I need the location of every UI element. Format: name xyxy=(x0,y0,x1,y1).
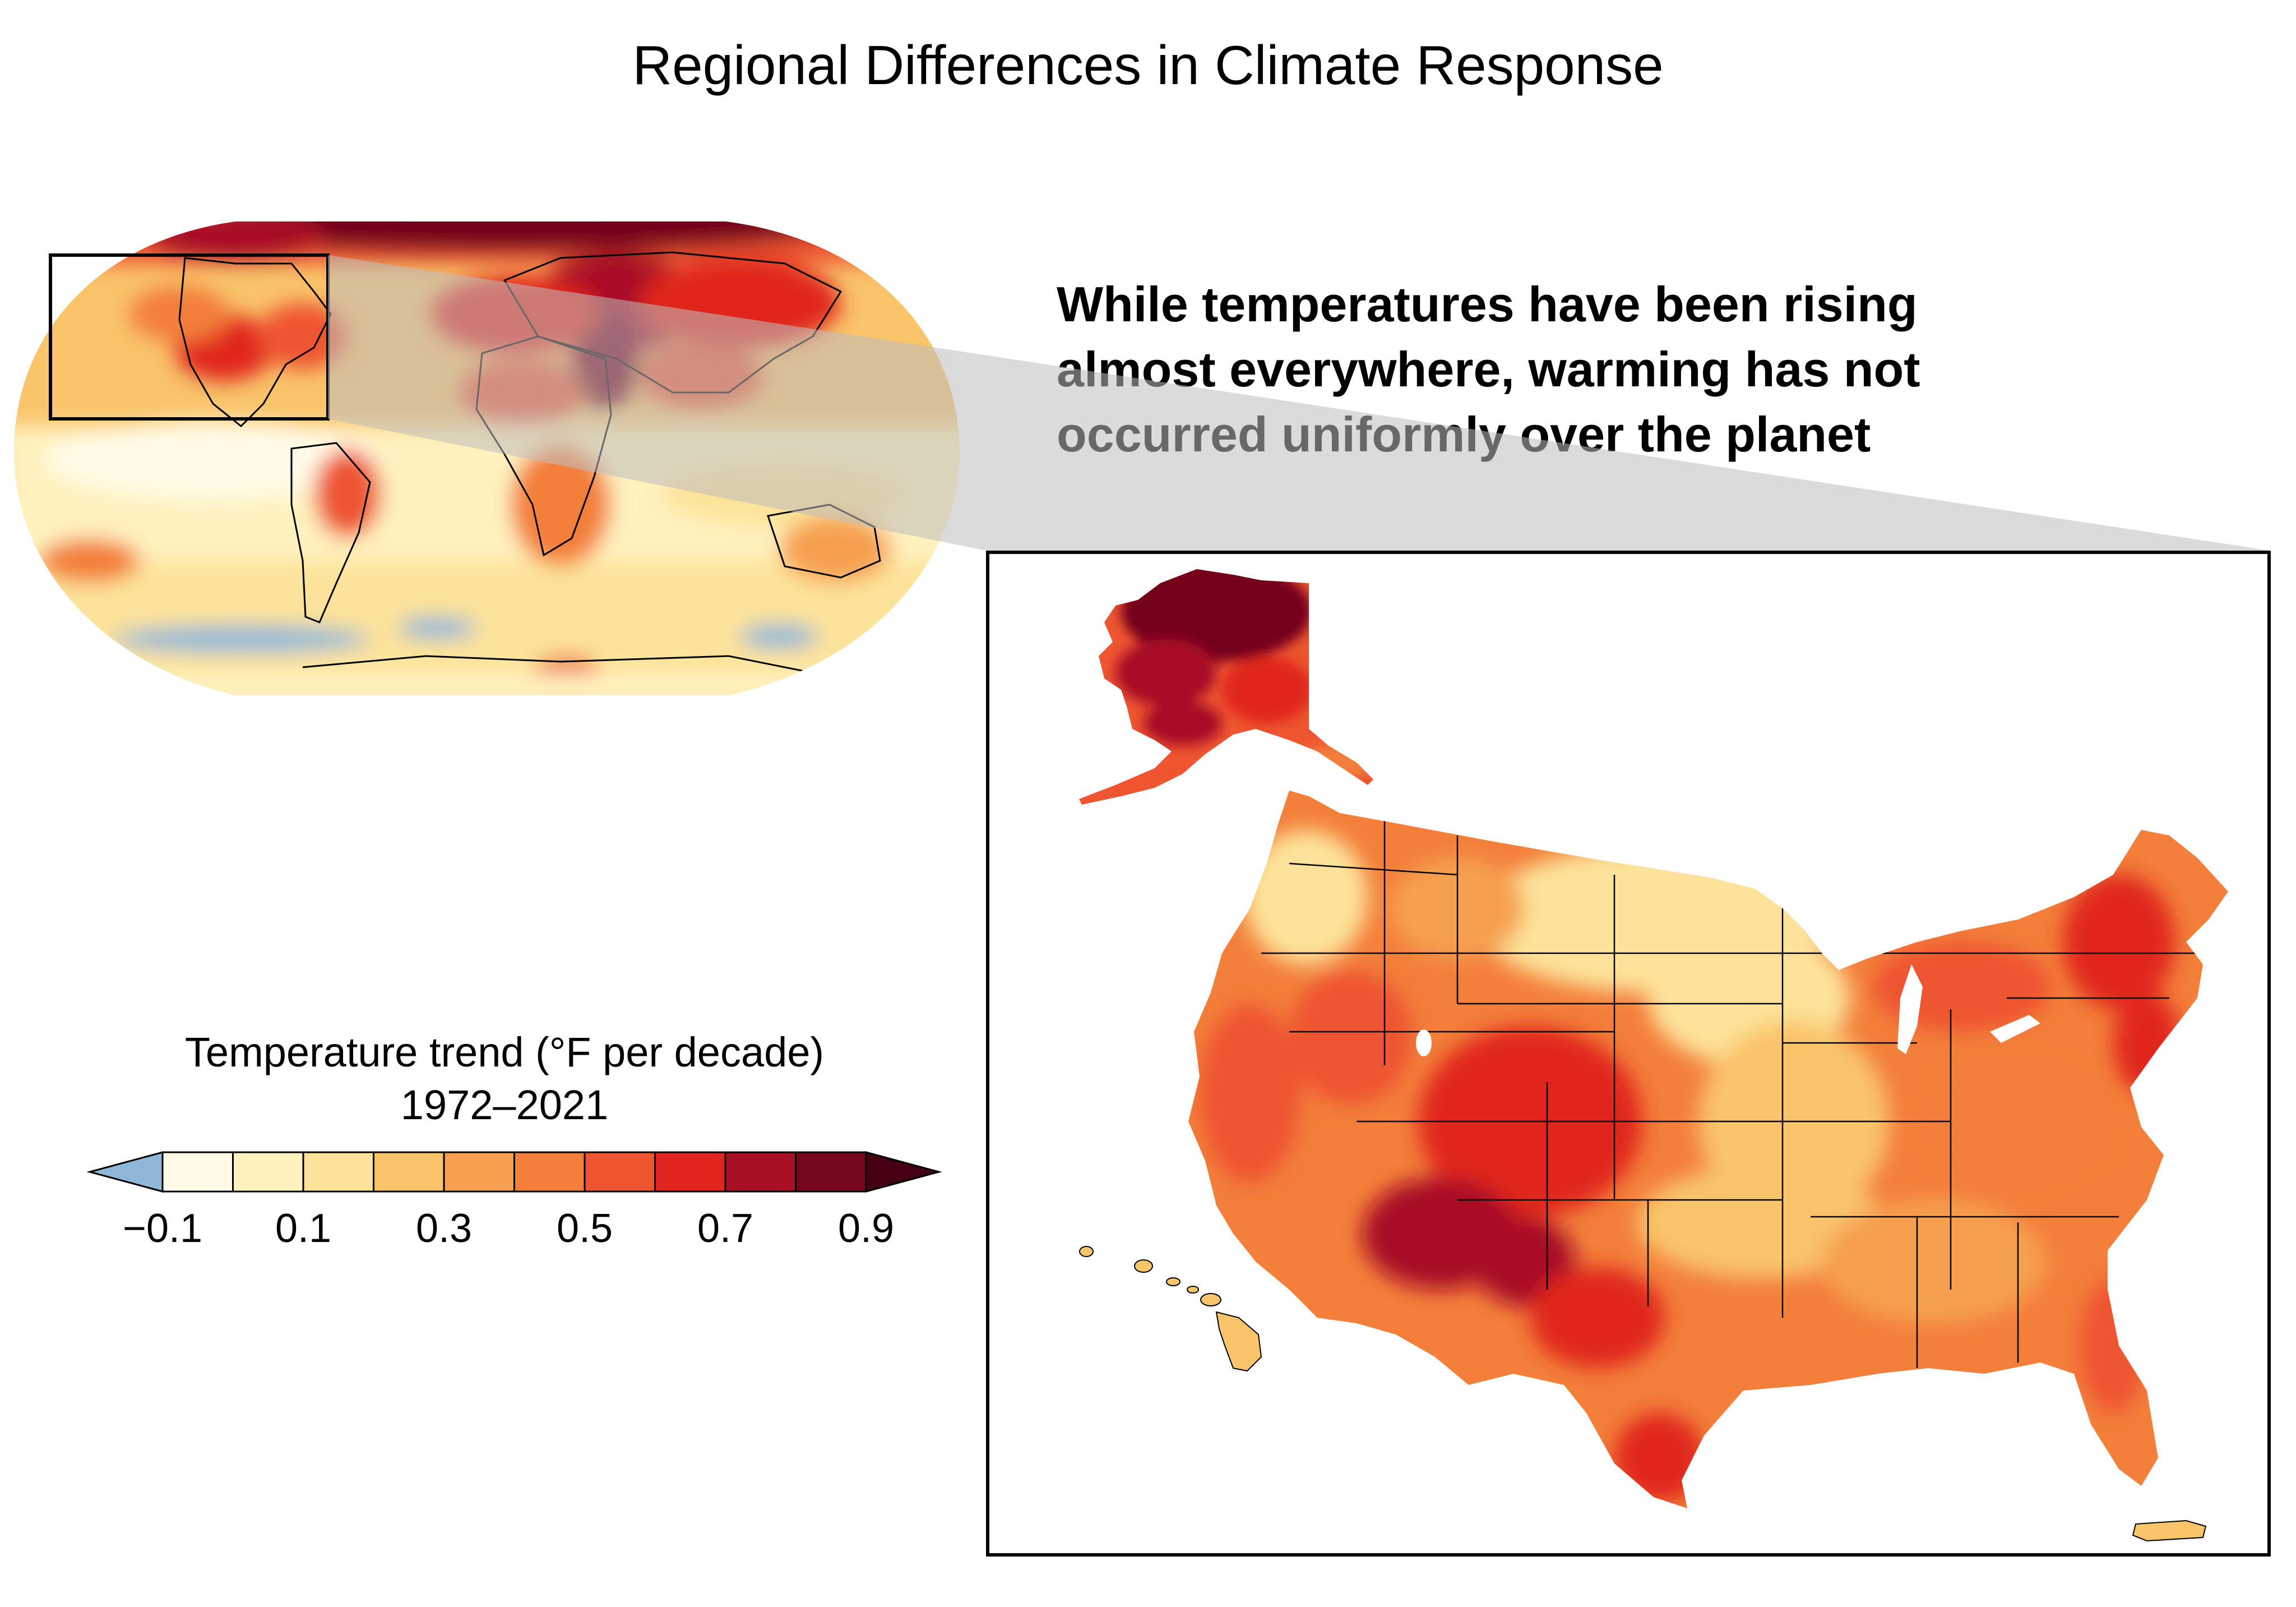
colorbar-tick-label: 0.7 xyxy=(697,1206,753,1251)
colorbar-bin xyxy=(303,1152,374,1192)
colorbar-bin xyxy=(233,1152,304,1192)
legend-title: Temperature trend (°F per decade) 1972–2… xyxy=(84,1026,925,1132)
colorbar-bin xyxy=(444,1152,515,1192)
colorbar-tick-label: 0.1 xyxy=(275,1206,331,1251)
colorbar-tick-label: 0.5 xyxy=(557,1206,613,1251)
figure-canvas: −0.1 0.1 0.3 0.5 0.7 0.9 xyxy=(0,0,2296,1607)
colorbar-bin xyxy=(796,1152,867,1192)
legend-title-line-1: Temperature trend (°F per decade) xyxy=(84,1026,925,1079)
colorbar-tick-label: −0.1 xyxy=(123,1206,202,1251)
colorbar-tick-label: 0.9 xyxy=(838,1206,894,1251)
colorbar-over-triangle xyxy=(866,1152,939,1192)
colorbar-bin xyxy=(585,1152,655,1192)
colorbar-tick-label: 0.3 xyxy=(416,1206,472,1251)
colorbar-bin xyxy=(163,1152,233,1192)
colorbar: −0.1 0.1 0.3 0.5 0.7 0.9 xyxy=(90,1152,939,1251)
colorbar-bin xyxy=(515,1152,585,1192)
colorbar-bin xyxy=(374,1152,445,1192)
colorbar-under-triangle xyxy=(90,1152,163,1192)
legend-title-line-2: 1972–2021 xyxy=(84,1079,925,1132)
colorbar-bin xyxy=(725,1152,796,1192)
puerto-rico xyxy=(2133,1521,2206,1541)
colorbar-bin xyxy=(655,1152,726,1192)
